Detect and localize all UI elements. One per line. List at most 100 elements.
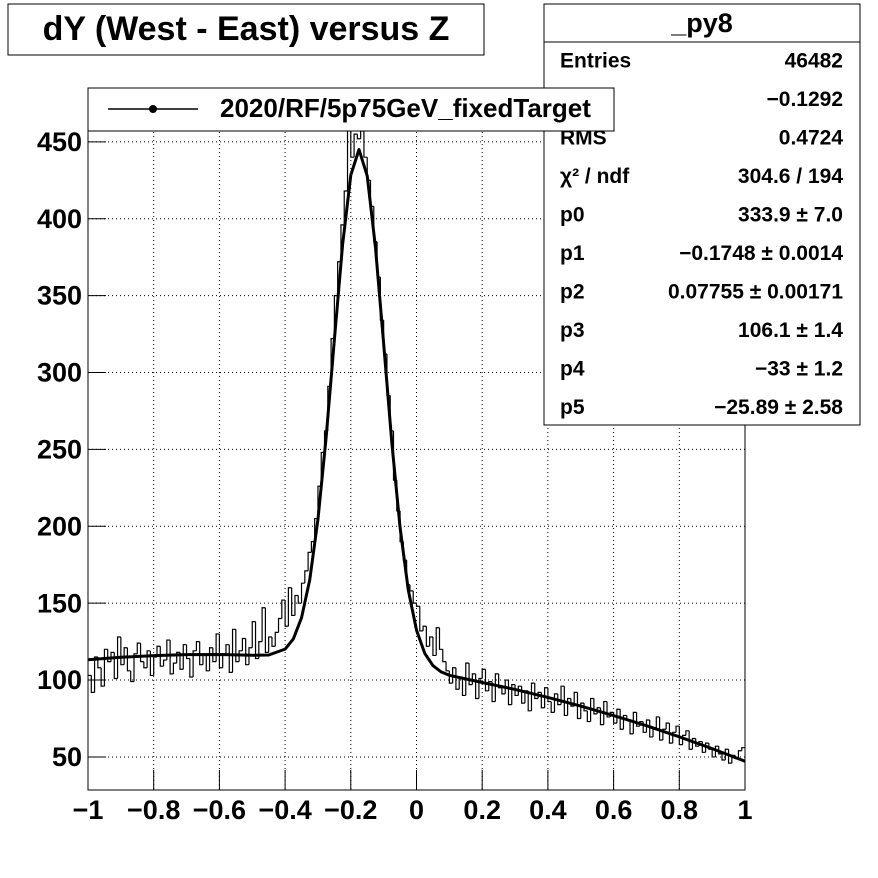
histogram-bin	[116, 636, 121, 679]
x-tick-label: 0.6	[595, 795, 633, 825]
histogram-bin	[185, 644, 190, 660]
histogram-bin	[245, 638, 249, 666]
histogram-bin	[212, 647, 217, 663]
histogram-bin	[517, 685, 522, 696]
histogram-bin	[281, 599, 286, 619]
x-tick-label: 0.2	[463, 795, 501, 825]
histogram-bin	[547, 687, 552, 703]
histogram-bin	[478, 677, 483, 699]
histogram-bin	[93, 656, 98, 693]
histogram-bin	[97, 656, 102, 669]
histogram-bin	[208, 647, 213, 671]
histogram-bin	[553, 693, 558, 713]
histogram-bin	[130, 670, 134, 683]
legend-marker	[149, 105, 157, 113]
histogram-bin	[356, 134, 361, 140]
stats-label: Entries	[560, 50, 631, 73]
y-tick-label: 100	[37, 665, 82, 695]
stats-value: 46482	[785, 50, 843, 73]
histogram-bin	[172, 662, 177, 674]
histogram-bin	[678, 726, 683, 746]
histogram-bin	[291, 587, 295, 617]
histogram-bin	[645, 719, 650, 733]
stats-value: −0.1748 ± 0.0014	[679, 242, 843, 265]
histogram-bin	[353, 133, 358, 158]
histogram-bin	[215, 633, 220, 662]
histogram-bin	[103, 648, 108, 687]
histogram-bin	[238, 650, 243, 662]
histogram-bin	[688, 730, 693, 750]
histogram-bin	[491, 681, 496, 703]
histogram-bin	[113, 652, 118, 680]
histogram-bin	[534, 683, 539, 700]
histogram-bin	[120, 636, 125, 666]
stats-title: _py8	[670, 8, 733, 38]
x-tick-label: 0.8	[661, 795, 699, 825]
legend-label: 2020/RF/5p75GeV_fixedTarget	[220, 93, 591, 123]
histogram-bin	[635, 712, 640, 727]
histogram-bin	[432, 636, 437, 657]
x-tick-label: −0.6	[193, 795, 246, 825]
histogram-bin	[557, 693, 562, 706]
y-tick-label: 400	[37, 204, 82, 234]
histogram-bin	[691, 737, 696, 750]
histogram-bin	[297, 595, 302, 604]
histogram-bin	[287, 587, 292, 627]
histogram-bin	[468, 663, 473, 686]
histogram-bin	[176, 651, 180, 664]
histogram-bin	[606, 701, 611, 718]
x-tick-label: 1	[737, 795, 752, 825]
histogram-bin	[166, 639, 171, 661]
histogram-bin	[504, 679, 509, 694]
stats-value: −33 ± 1.2	[755, 358, 843, 381]
histogram-bin	[195, 641, 200, 651]
stats-box	[543, 3, 861, 426]
histogram-bin	[254, 621, 259, 660]
histogram-bin	[205, 655, 210, 672]
histogram-bin	[169, 640, 174, 675]
histogram-bin	[438, 627, 443, 650]
histogram-bin	[412, 590, 417, 604]
histogram-bin	[658, 716, 663, 741]
histogram-bin	[632, 711, 637, 734]
histogram-bin	[248, 647, 253, 665]
histogram-bin	[560, 685, 565, 705]
histogram-bin	[484, 669, 489, 692]
histogram-bin	[429, 636, 433, 647]
histogram-bin	[704, 742, 709, 753]
histogram-bin	[123, 647, 128, 665]
histogram-bin	[107, 649, 111, 663]
histogram-bin	[251, 621, 256, 648]
histogram-bin	[139, 643, 144, 663]
histogram-bin	[445, 661, 450, 672]
histogram-bin	[481, 668, 486, 679]
histogram-bin	[570, 698, 575, 707]
histogram-bin	[737, 750, 742, 759]
histogram-bin	[550, 701, 555, 713]
histogram-bin	[544, 687, 548, 708]
histogram-bin	[304, 570, 309, 584]
histogram-bin	[540, 692, 545, 709]
stats-label: p3	[560, 319, 585, 342]
stats-value: 304.6 / 194	[738, 165, 843, 188]
histogram-bin	[231, 628, 236, 673]
histogram-bin	[199, 641, 203, 666]
histogram-bin	[258, 641, 263, 659]
x-tick-label: −0.2	[324, 795, 377, 825]
histogram-bin	[672, 731, 677, 744]
histogram-bin	[284, 600, 289, 627]
histogram-bin	[126, 647, 131, 672]
stats-value: 0.07755 ± 0.00171	[668, 281, 843, 304]
histogram-bin	[294, 594, 299, 616]
histogram-bin	[616, 708, 621, 724]
x-tick-label: −0.8	[127, 795, 180, 825]
stats-label: p4	[560, 358, 585, 381]
x-tick-label: −0.4	[258, 795, 311, 825]
histogram-bin	[261, 607, 266, 642]
histogram-bin	[425, 626, 430, 647]
histogram-bin	[681, 734, 686, 745]
y-tick-label: 350	[37, 281, 82, 311]
x-tick-label: 0.4	[529, 795, 567, 825]
y-tick-label: 50	[52, 742, 82, 772]
